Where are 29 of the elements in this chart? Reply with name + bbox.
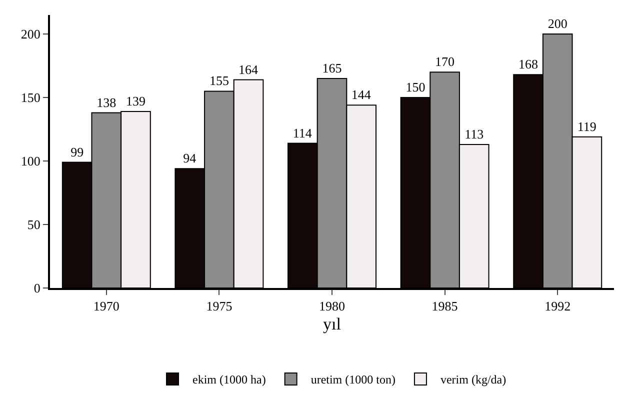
data-label: 164 [238,62,259,77]
x-tick-label: 1980 [319,298,345,314]
x-tick-label: 1970 [93,298,120,314]
x-tick-label: 1992 [544,298,571,314]
legend-label: verim (kg/da) [440,372,506,387]
y-tick-label: 50 [27,217,40,232]
x-tick-label: 1985 [432,298,458,314]
y-tick-label: 200 [20,26,40,42]
data-label: 168 [518,56,538,72]
data-label: 94 [183,150,197,166]
data-label: 99 [70,144,84,160]
data-label: 200 [548,16,568,32]
data-label: 139 [126,94,146,108]
legend-label: ekim (1000 ha) [192,372,266,387]
data-label: 150 [406,80,426,95]
x-axis-title: yıl [323,314,342,334]
x-tick-label: 1975 [206,298,232,314]
data-label: 144 [351,87,372,102]
data-label: 155 [209,73,229,88]
y-tick-label: 150 [20,90,40,106]
data-label: 119 [577,118,596,134]
legend-label: uretim (1000 ton) [310,372,396,387]
data-label: 170 [435,54,455,70]
data-label: 138 [96,94,116,110]
y-tick-label: 100 [20,154,40,169]
data-label: 165 [322,60,342,76]
data-label: 113 [464,126,484,142]
data-label: 114 [292,125,312,140]
y-tick-label: 0 [34,280,40,296]
